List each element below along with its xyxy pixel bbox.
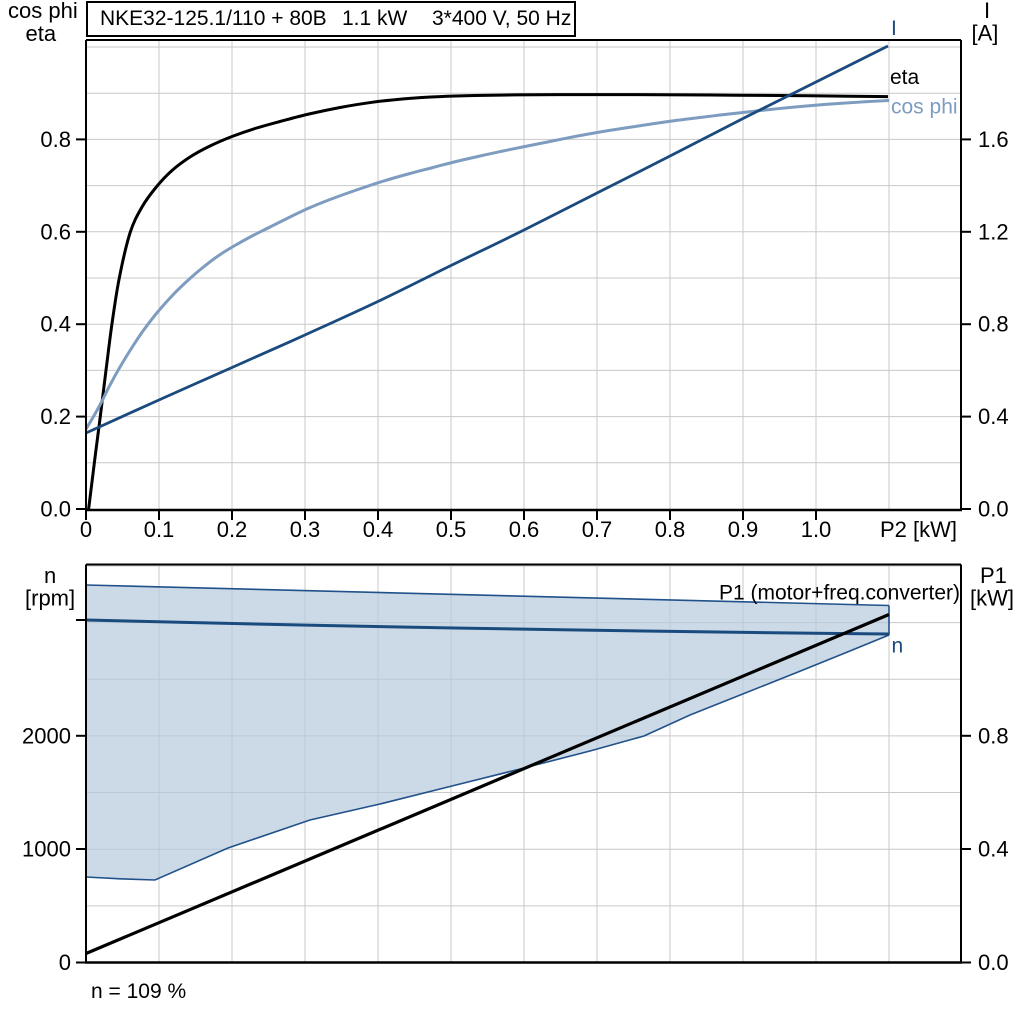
svg-text:[kW]: [kW] — [970, 586, 1014, 611]
svg-text:0.8: 0.8 — [655, 517, 686, 542]
svg-text:0.2: 0.2 — [217, 517, 248, 542]
svg-text:0.3: 0.3 — [290, 517, 321, 542]
svg-text:0.0: 0.0 — [978, 950, 1009, 975]
svg-text:1.0: 1.0 — [801, 517, 832, 542]
svg-text:0.8: 0.8 — [40, 127, 71, 152]
svg-text:2000: 2000 — [22, 723, 71, 748]
svg-text:NKE32-125.1/110 + 80B: NKE32-125.1/110 + 80B — [100, 7, 327, 30]
svg-text:0.9: 0.9 — [728, 517, 759, 542]
svg-text:0.0: 0.0 — [40, 497, 71, 522]
svg-text:I: I — [984, 0, 990, 23]
svg-text:P2 [kW]: P2 [kW] — [880, 517, 957, 542]
svg-text:P1 (motor+freq.converter): P1 (motor+freq.converter) — [719, 582, 960, 605]
svg-text:0.4: 0.4 — [40, 312, 71, 337]
svg-text:eta: eta — [26, 21, 57, 46]
svg-text:0.5: 0.5 — [436, 517, 467, 542]
svg-text:0.8: 0.8 — [978, 312, 1009, 337]
svg-text:n: n — [44, 563, 56, 588]
svg-text:1.1 kW: 1.1 kW — [342, 7, 408, 30]
svg-text:I: I — [891, 17, 897, 40]
svg-text:0.8: 0.8 — [978, 723, 1009, 748]
svg-text:eta: eta — [890, 66, 920, 89]
svg-text:P1: P1 — [980, 563, 1007, 588]
svg-text:0.7: 0.7 — [582, 517, 613, 542]
svg-text:0.6: 0.6 — [40, 219, 71, 244]
svg-text:0: 0 — [80, 517, 92, 542]
svg-text:1000: 1000 — [22, 837, 71, 862]
svg-text:n = 109 %: n = 109 % — [91, 980, 186, 1003]
svg-text:0.4: 0.4 — [978, 837, 1009, 862]
svg-text:0.0: 0.0 — [978, 497, 1009, 522]
svg-text:cos phi: cos phi — [891, 96, 958, 119]
svg-text:0.2: 0.2 — [40, 404, 71, 429]
svg-text:0.4: 0.4 — [978, 404, 1009, 429]
svg-text:n: n — [892, 635, 904, 658]
svg-text:cos phi: cos phi — [8, 0, 78, 23]
svg-text:0.4: 0.4 — [363, 517, 394, 542]
svg-text:[rpm]: [rpm] — [25, 586, 75, 611]
svg-text:[A]: [A] — [972, 21, 999, 46]
svg-text:1.2: 1.2 — [978, 219, 1009, 244]
svg-text:0: 0 — [59, 950, 71, 975]
svg-text:0.6: 0.6 — [509, 517, 540, 542]
svg-text:0.1: 0.1 — [144, 517, 175, 542]
svg-text:3*400 V, 50 Hz: 3*400 V, 50 Hz — [432, 7, 571, 30]
svg-text:1.6: 1.6 — [978, 127, 1009, 152]
